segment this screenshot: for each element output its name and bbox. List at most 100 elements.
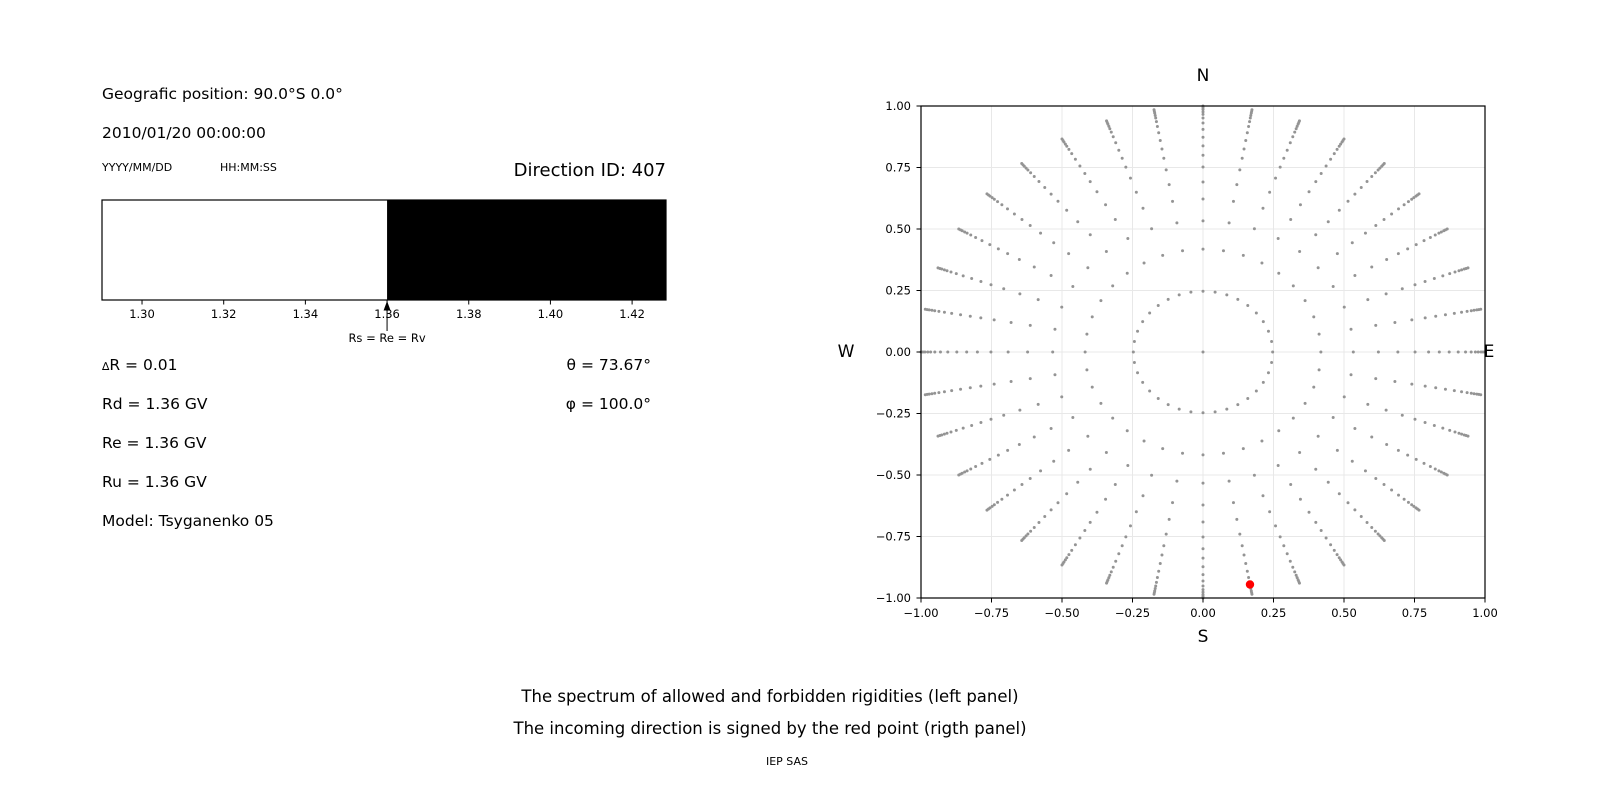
direction-dot	[1460, 432, 1464, 436]
direction-dot	[1086, 434, 1090, 438]
direction-dot	[1390, 212, 1394, 216]
direction-dot	[1164, 168, 1168, 172]
direction-dot	[1076, 220, 1080, 224]
datetime-label: 2010/01/20 00:00:00	[102, 124, 266, 142]
direction-dot	[1051, 350, 1055, 354]
direction-dot	[1142, 439, 1146, 443]
re-value: Re = 1.36 GV	[102, 434, 207, 452]
direction-dot	[1154, 584, 1158, 588]
direction-dot	[1020, 217, 1024, 221]
direction-dot	[1201, 110, 1205, 114]
direction-dot	[996, 247, 1000, 251]
direction-dot	[1448, 272, 1452, 276]
direction-dot	[1274, 176, 1278, 180]
direction-dot	[1266, 371, 1270, 375]
direction-dot	[969, 467, 973, 471]
direction-dot	[1152, 592, 1156, 596]
direction-dot	[1109, 130, 1113, 134]
direction-dot	[1285, 552, 1289, 556]
direction-dot	[1067, 448, 1071, 452]
direction-dot	[1326, 220, 1330, 224]
direction-dot	[1346, 501, 1350, 505]
direction-dot	[961, 426, 965, 430]
direction-dot	[1390, 488, 1394, 492]
direction-dot	[1161, 447, 1165, 451]
direction-dot	[1332, 548, 1336, 552]
direction-dot	[1396, 252, 1400, 256]
direction-dot	[1460, 390, 1464, 394]
direction-dot	[1006, 448, 1010, 452]
direction-dot	[1353, 273, 1357, 277]
direction-dots	[919, 104, 1487, 600]
direction-dot	[1359, 185, 1363, 189]
direction-dot	[1026, 532, 1030, 536]
direction-dot	[1285, 148, 1289, 152]
direction-dot	[1466, 434, 1470, 438]
direction-dot	[1479, 307, 1483, 311]
direction-dot	[1029, 529, 1033, 533]
direction-dot	[1413, 350, 1417, 354]
direction-dot	[979, 279, 983, 283]
direction-dot	[1366, 298, 1370, 302]
direction-dot	[1457, 269, 1461, 273]
direction-dot	[1250, 108, 1254, 112]
direction-dot	[1457, 431, 1461, 435]
direction-dot	[1201, 520, 1205, 524]
direction-dot	[1052, 241, 1056, 245]
direction-dot	[1162, 156, 1166, 160]
direction-dot	[1270, 339, 1274, 343]
caption-line-1: The spectrum of allowed and forbidden ri…	[521, 687, 1019, 706]
geographic-position-label: Geografic position: 90.0°S 0.0°	[102, 85, 343, 103]
direction-dot	[1201, 144, 1205, 148]
direction-dot	[992, 318, 996, 322]
direction-dot	[1294, 127, 1298, 131]
direction-dot	[1464, 350, 1468, 354]
direction-dot	[1479, 393, 1483, 397]
direction-dot	[1396, 350, 1400, 354]
direction-dot	[992, 382, 996, 386]
direction-dot	[1134, 190, 1138, 194]
direction-dot	[1476, 350, 1480, 354]
direction-dot	[1111, 135, 1115, 139]
direction-dot	[1107, 576, 1111, 580]
model-label: Model: Tsyganenko 05	[102, 512, 274, 530]
direction-dot	[942, 390, 946, 394]
direction-dot	[1238, 532, 1242, 536]
direction-dot	[1181, 451, 1185, 455]
direction-dot	[1456, 350, 1460, 354]
direction-dot	[1114, 559, 1118, 563]
direction-dot	[1018, 408, 1022, 412]
direction-dot	[1128, 176, 1132, 180]
direction-dot	[1105, 581, 1109, 585]
x-axis-tick-label: 0.25	[1261, 606, 1287, 620]
direction-dot	[1201, 584, 1205, 588]
direction-dot	[1307, 190, 1311, 194]
direction-dot	[1319, 350, 1323, 354]
direction-dot	[1005, 493, 1009, 497]
direction-dot	[1376, 168, 1380, 172]
direction-dot	[942, 310, 946, 314]
time-format-label: HH:MM:SS	[220, 161, 277, 174]
direction-dot	[989, 417, 993, 421]
direction-dot	[1303, 401, 1307, 405]
direction-dot	[1000, 497, 1004, 501]
direction-dot	[1363, 231, 1367, 235]
direction-dot	[1247, 124, 1251, 128]
direction-dot	[1141, 380, 1145, 384]
direction-dot	[1076, 480, 1080, 484]
direction-dot	[1109, 570, 1113, 574]
direction-dot	[1114, 141, 1118, 145]
direction-dot	[1400, 287, 1404, 291]
direction-dot	[1067, 553, 1071, 557]
rd-value: Rd = 1.36 GV	[102, 395, 208, 413]
compass-label-east: E	[1484, 342, 1495, 362]
direction-dot	[1337, 556, 1341, 560]
direction-dot	[930, 392, 934, 396]
direction-dot	[926, 350, 930, 354]
direction-dot	[1150, 473, 1154, 477]
direction-dot	[1181, 249, 1185, 253]
direction-id-label: Direction ID: 407	[513, 160, 666, 181]
direction-dot	[1142, 261, 1146, 265]
direction-dot	[1291, 135, 1295, 139]
direction-dot	[1201, 411, 1205, 415]
